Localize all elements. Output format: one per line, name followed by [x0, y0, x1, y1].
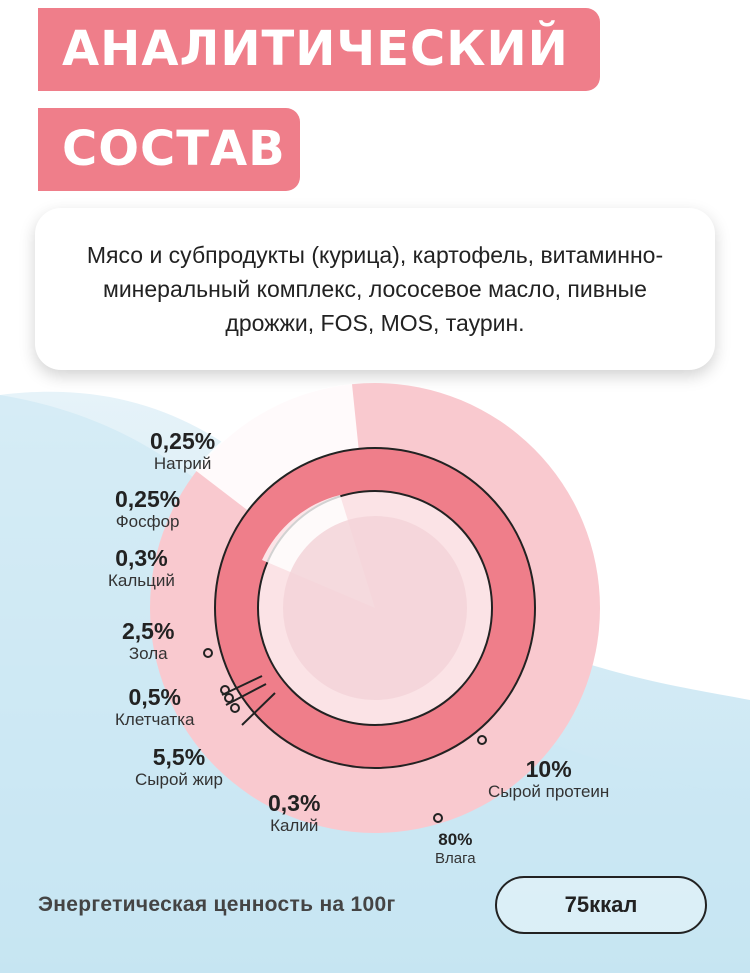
title-line-1: АНАЛИТИЧЕСКИЙ	[38, 8, 600, 91]
divider-line-2	[225, 683, 267, 706]
energy-value: 75ккал	[564, 892, 638, 917]
label-fat-value: 5,5%	[152, 744, 206, 770]
label-sodium-value: 0,25%	[150, 428, 216, 454]
divider-line-3	[241, 692, 276, 726]
marker-dot-moisture	[433, 813, 443, 823]
energy-label: Энергетическая ценность на 100г	[38, 893, 396, 916]
composition-donut-chart	[150, 383, 600, 833]
label-phosphorus: 0,25% Фосфор	[115, 486, 180, 532]
marker-dot-protein	[477, 735, 487, 745]
label-fat: 5,5% Сырой жир	[135, 744, 223, 790]
label-potassium: 0,3% Калий	[268, 790, 320, 836]
label-sodium: 0,25% Натрий	[150, 428, 215, 474]
label-fiber-value: 0,5%	[128, 684, 181, 710]
label-moisture: 80% Влага	[435, 830, 476, 868]
label-fat-name: Сырой жир	[135, 770, 223, 789]
ingredients-box: Мясо и субпродукты (курица), картофель, …	[35, 208, 715, 370]
label-moisture-name: Влага	[435, 850, 476, 867]
label-potassium-name: Калий	[270, 816, 319, 835]
energy-value-badge: 75ккал	[495, 876, 707, 934]
ingredients-text: Мясо и субпродукты (курица), картофель, …	[86, 242, 664, 336]
label-calcium-value: 0,3%	[115, 545, 168, 571]
marker-dot-ash	[203, 648, 213, 658]
label-moisture-value: 80%	[438, 830, 473, 849]
label-calcium: 0,3% Кальций	[108, 545, 175, 591]
title-line-2: СОСТАВ	[38, 108, 300, 191]
label-calcium-name: Кальций	[108, 571, 175, 590]
marker-dot-fat	[230, 703, 240, 713]
label-potassium-value: 0,3%	[268, 790, 321, 816]
label-ash: 2,5% Зола	[122, 618, 174, 664]
label-protein: 10% Сырой протеин	[488, 756, 609, 802]
label-sodium-name: Натрий	[153, 454, 212, 473]
label-protein-value: 10%	[525, 756, 572, 782]
label-phosphorus-name: Фосфор	[115, 512, 180, 531]
label-phosphorus-value: 0,25%	[115, 486, 181, 512]
inner-core	[283, 516, 467, 700]
label-ash-name: Зола	[128, 644, 168, 663]
marker-dot-fiber-1	[220, 685, 230, 695]
label-ash-value: 2,5%	[122, 618, 175, 644]
label-fiber-name: Клетчатка	[115, 710, 195, 729]
label-fiber: 0,5% Клетчатка	[115, 684, 195, 730]
label-protein-name: Сырой протеин	[488, 782, 610, 801]
marker-dot-fiber-2	[224, 693, 234, 703]
